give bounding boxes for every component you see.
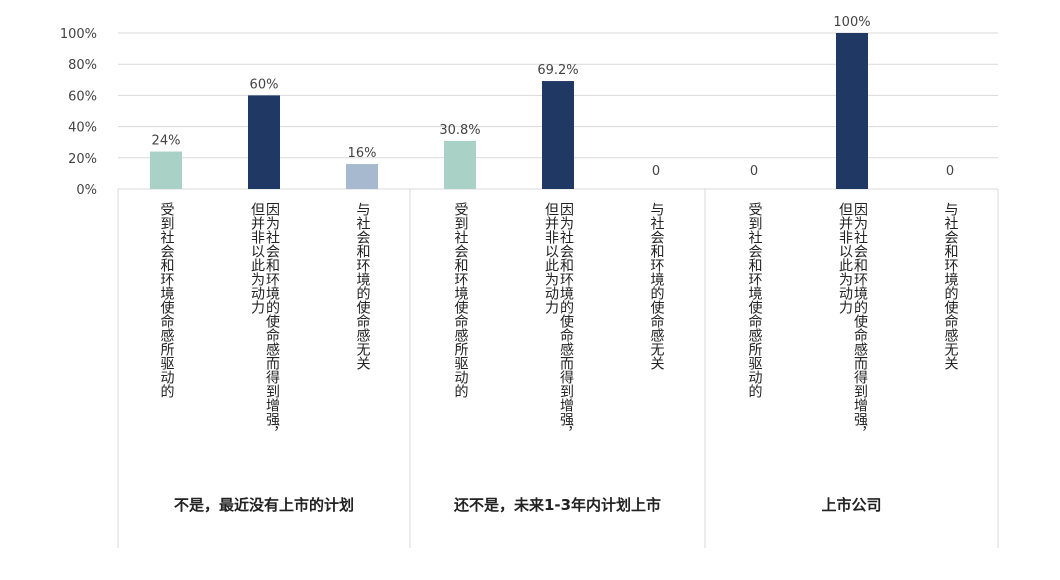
data-label: 100% [833,15,870,30]
data-label: 16% [348,146,377,161]
y-tick-label: 0% [76,183,97,198]
category-label: 因为社会和环境的使命感而得到增强，但并非以此为动力 [543,202,574,440]
bar [542,81,574,189]
group-label: 不是，最近没有上市的计划 [173,496,354,514]
data-label: 0 [652,164,660,179]
data-label: 60% [250,77,279,92]
data-label: 0 [750,164,758,179]
category-label: 受到社会和环境使命感所驱动的 [158,202,175,398]
category-label: 与社会和环境的使命感无关 [942,202,959,370]
data-label: 30.8% [439,123,480,138]
y-tick-label: 80% [68,58,97,73]
bar [248,95,280,189]
category-label: 受到社会和环境使命感所驱动的 [746,202,763,398]
data-label: 0 [946,164,954,179]
data-label: 69.2% [537,63,578,78]
bar [346,164,378,189]
category-label: 与社会和环境的使命感无关 [648,202,665,370]
category-label: 因为社会和环境的使命感而得到增强，但并非以此为动力 [249,202,280,440]
group-label: 上市公司 [821,496,882,514]
bar [836,33,868,189]
category-label: 因为社会和环境的使命感而得到增强，但并非以此为动力 [837,202,868,440]
group-label: 还不是，未来1-3年内计划上市 [453,496,662,514]
bar [444,140,476,189]
y-tick-label: 20% [68,152,97,167]
data-label: 24% [152,134,181,149]
y-tick-label: 40% [68,121,97,136]
category-label: 受到社会和环境使命感所驱动的 [452,202,469,398]
y-tick-label: 60% [68,89,97,104]
y-tick-label: 100% [60,27,97,42]
bar [150,151,182,189]
category-label: 与社会和环境的使命感无关 [354,202,371,370]
